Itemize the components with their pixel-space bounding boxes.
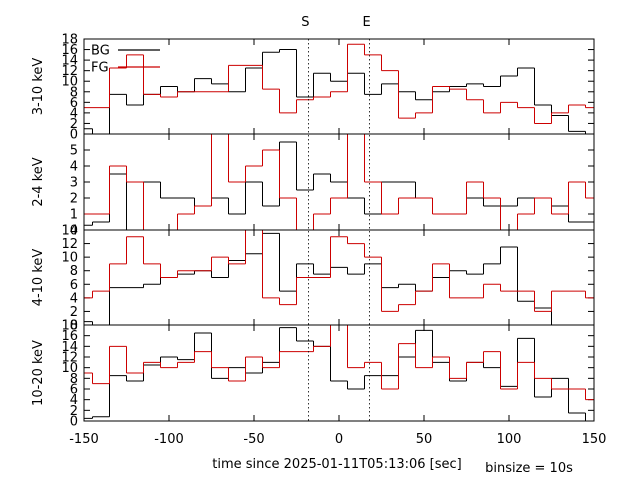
binsize-label: binsize = 10s bbox=[485, 461, 573, 476]
y-tick-label: 10 bbox=[61, 251, 78, 266]
y-tick-label: 18 bbox=[61, 319, 78, 334]
y-tick-label: 4 bbox=[70, 106, 78, 121]
y-tick-label: 12 bbox=[61, 237, 78, 252]
y-tick-label: 5 bbox=[70, 144, 78, 159]
marker-label: S bbox=[301, 15, 309, 30]
y-tick-label: 10 bbox=[61, 361, 78, 376]
y-tick-label: 10 bbox=[61, 75, 78, 90]
x-tick-label: 100 bbox=[497, 432, 522, 447]
series-bg bbox=[84, 232, 594, 325]
series-fg bbox=[84, 43, 594, 124]
x-tick-label: 150 bbox=[582, 432, 607, 447]
y-tick-label: 0 bbox=[70, 415, 78, 430]
y-axis-title: 10-20 keV bbox=[31, 340, 46, 406]
x-tick-label: 0 bbox=[335, 432, 343, 447]
y-tick-label: 3 bbox=[70, 176, 78, 191]
series-fg bbox=[84, 325, 594, 401]
legend: BG FG bbox=[91, 44, 160, 76]
x-tick-label: -150 bbox=[69, 432, 99, 447]
y-tick-label: 4 bbox=[70, 291, 78, 306]
y-tick-label: 2 bbox=[70, 192, 78, 207]
y-tick-label: 16 bbox=[61, 43, 78, 58]
y-tick-label: 14 bbox=[61, 54, 78, 69]
y-axis-title: 3-10 keV bbox=[31, 58, 46, 116]
y-tick-label: 16 bbox=[61, 329, 78, 344]
y-tick-label: 12 bbox=[61, 351, 78, 366]
y-tick-label: 4 bbox=[70, 393, 78, 408]
series-bg bbox=[84, 141, 594, 230]
x-axis: -150 -100 -50 0 50 100 150 bbox=[69, 432, 606, 447]
y-tick-label: 6 bbox=[70, 278, 78, 293]
y-tick-label: 14 bbox=[61, 224, 78, 239]
y-tick-label: 2 bbox=[70, 117, 78, 132]
x-tick-label: -50 bbox=[243, 432, 264, 447]
x-tick-label: 50 bbox=[416, 432, 433, 447]
y-tick-label: 2 bbox=[70, 305, 78, 320]
legend-label: FG bbox=[91, 61, 109, 76]
series-bg bbox=[84, 327, 594, 421]
y-tick-label: 0 bbox=[70, 128, 78, 143]
y-tick-label: 12 bbox=[61, 64, 78, 79]
y-tick-label: 18 bbox=[61, 33, 78, 48]
x-tick-label: -100 bbox=[154, 432, 184, 447]
y-tick-label: 4 bbox=[70, 160, 78, 175]
legend-label: BG bbox=[91, 44, 110, 59]
y-tick-label: 1 bbox=[70, 208, 78, 223]
y-tick-label: 0 bbox=[70, 319, 78, 334]
y-tick-label: 14 bbox=[61, 340, 78, 355]
y-tick-label: 6 bbox=[70, 96, 78, 111]
y-tick-label: 2 bbox=[70, 404, 78, 419]
y-tick-label: 0 bbox=[70, 224, 78, 239]
y-tick-label: 6 bbox=[70, 383, 78, 398]
y-axis-title: 4-10 keV bbox=[31, 249, 46, 307]
y-axis-title: 2-4 keV bbox=[31, 157, 46, 206]
y-tick-label: 8 bbox=[70, 264, 78, 279]
series-fg bbox=[84, 230, 594, 312]
marker-label: E bbox=[362, 15, 370, 30]
series-fg bbox=[84, 134, 594, 230]
y-tick-label: 8 bbox=[70, 372, 78, 387]
y-tick-label: 8 bbox=[70, 85, 78, 100]
x-axis-title: time since 2025-01-11T05:13:06 [sec] bbox=[212, 457, 461, 472]
